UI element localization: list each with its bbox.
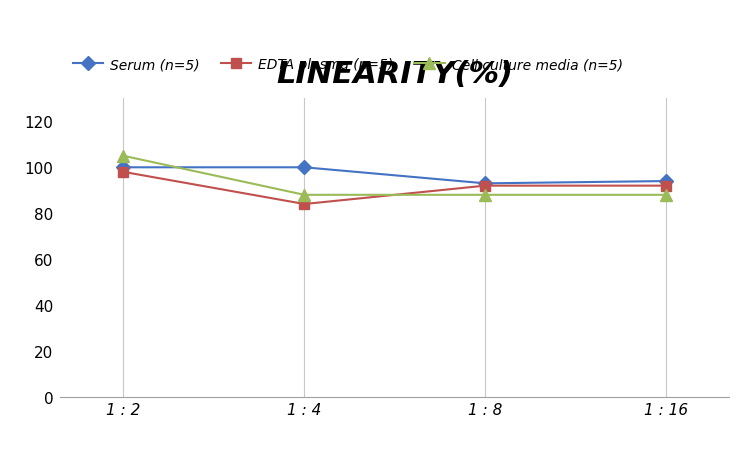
EDTA plasma (n=5) [300, 202, 309, 207]
Title: LINEARITY(%): LINEARITY(%) [276, 60, 514, 88]
Serum (n=5) [662, 179, 671, 184]
Legend: Serum (n=5), EDTA plasma (n=5), Cell culture media (n=5): Serum (n=5), EDTA plasma (n=5), Cell cul… [67, 53, 628, 78]
Cell culture media (n=5) [119, 154, 128, 159]
Serum (n=5) [119, 165, 128, 170]
Line: Cell culture media (n=5): Cell culture media (n=5) [118, 151, 672, 201]
Serum (n=5) [481, 181, 490, 187]
Line: EDTA plasma (n=5): EDTA plasma (n=5) [119, 168, 671, 209]
EDTA plasma (n=5) [662, 184, 671, 189]
EDTA plasma (n=5) [481, 184, 490, 189]
Cell culture media (n=5) [300, 193, 309, 198]
Cell culture media (n=5) [481, 193, 490, 198]
Serum (n=5) [300, 165, 309, 170]
EDTA plasma (n=5) [119, 170, 128, 175]
Line: Serum (n=5): Serum (n=5) [119, 163, 671, 189]
Cell culture media (n=5) [662, 193, 671, 198]
